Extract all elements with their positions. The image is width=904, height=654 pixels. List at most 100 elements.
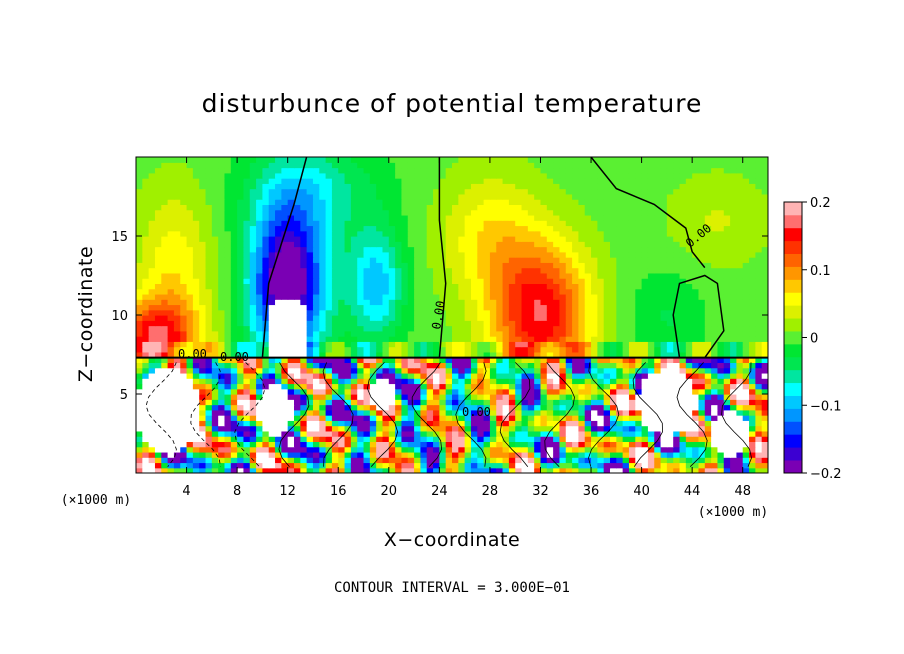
field-cell bbox=[306, 315, 314, 321]
field-cell bbox=[161, 425, 169, 432]
field-cell bbox=[161, 404, 169, 411]
field-cell bbox=[540, 220, 548, 227]
field-cell bbox=[565, 325, 573, 332]
field-cell bbox=[357, 325, 365, 332]
field-cell bbox=[616, 225, 624, 232]
field-cell bbox=[256, 230, 263, 237]
field-cell bbox=[319, 304, 327, 311]
field-cell bbox=[294, 325, 301, 332]
field-cell bbox=[167, 462, 175, 469]
field-cell bbox=[249, 283, 257, 290]
field-cell bbox=[154, 304, 162, 311]
field-cell bbox=[344, 436, 352, 442]
field-cell bbox=[736, 246, 744, 253]
field-cell bbox=[256, 367, 263, 374]
field-cell bbox=[673, 214, 681, 221]
field-cell bbox=[654, 267, 662, 274]
field-cell bbox=[458, 267, 466, 274]
field-cell bbox=[635, 341, 643, 348]
field-cell bbox=[597, 362, 605, 369]
field-cell bbox=[445, 441, 453, 448]
field-cell bbox=[192, 251, 200, 258]
field-cell bbox=[704, 341, 712, 348]
field-cell bbox=[306, 451, 314, 458]
field-cell bbox=[433, 236, 440, 242]
field-cell bbox=[679, 225, 687, 232]
field-cell bbox=[268, 372, 276, 379]
field-cell bbox=[591, 388, 598, 395]
field-cell bbox=[350, 362, 358, 369]
field-cell bbox=[148, 362, 156, 369]
field-cell bbox=[199, 394, 207, 400]
field-cell bbox=[546, 214, 554, 221]
field-cell bbox=[281, 388, 289, 395]
field-cell bbox=[692, 346, 700, 353]
field-cell bbox=[388, 430, 396, 437]
field-cell bbox=[616, 330, 624, 337]
field-cell bbox=[388, 362, 396, 369]
field-cell bbox=[300, 272, 308, 279]
field-cell bbox=[635, 362, 643, 369]
field-cell bbox=[730, 357, 737, 363]
field-cell bbox=[603, 214, 611, 221]
field-cell bbox=[452, 299, 459, 306]
field-cell bbox=[445, 325, 453, 332]
field-cell bbox=[199, 425, 207, 432]
field-cell bbox=[464, 220, 472, 227]
field-cell bbox=[180, 436, 188, 442]
field-cell bbox=[357, 267, 365, 274]
field-cell bbox=[660, 272, 668, 279]
field-cell bbox=[628, 315, 636, 321]
field-cell bbox=[685, 293, 693, 300]
field-cell bbox=[755, 257, 763, 263]
field-cell bbox=[224, 267, 232, 274]
field-cell bbox=[692, 341, 700, 348]
field-cell bbox=[414, 241, 421, 248]
field-cell bbox=[452, 399, 459, 406]
field-cell bbox=[597, 425, 605, 432]
field-cell bbox=[426, 225, 434, 232]
field-cell bbox=[167, 299, 175, 306]
field-cell bbox=[515, 225, 523, 232]
field-cell bbox=[433, 272, 440, 279]
field-cell bbox=[717, 283, 725, 290]
field-cell bbox=[477, 341, 485, 348]
field-cell bbox=[338, 341, 346, 348]
field-cell bbox=[376, 351, 384, 358]
field-cell bbox=[445, 436, 453, 442]
field-cell bbox=[666, 457, 674, 464]
field-cell bbox=[136, 330, 143, 337]
field-cell bbox=[199, 457, 207, 464]
field-cell bbox=[616, 457, 624, 464]
field-cell bbox=[369, 288, 377, 295]
field-cell bbox=[331, 315, 339, 321]
field-cell bbox=[294, 278, 301, 284]
field-cell bbox=[553, 288, 561, 295]
field-cell bbox=[622, 315, 630, 321]
field-cell bbox=[527, 325, 535, 332]
field-cell bbox=[445, 272, 453, 279]
field-cell bbox=[433, 246, 440, 253]
field-cell bbox=[749, 357, 756, 363]
field-cell bbox=[616, 351, 624, 358]
field-cell bbox=[717, 288, 725, 295]
field-cell bbox=[749, 272, 756, 279]
field-cell bbox=[281, 246, 289, 253]
field-cell bbox=[572, 262, 579, 269]
field-cell bbox=[660, 357, 668, 363]
field-cell bbox=[154, 394, 162, 400]
field-cell bbox=[704, 420, 712, 427]
field-cell bbox=[572, 357, 579, 363]
field-cell bbox=[249, 272, 257, 279]
field-cell bbox=[553, 241, 561, 248]
field-cell bbox=[572, 467, 579, 473]
field-cell bbox=[142, 441, 150, 448]
field-cell bbox=[312, 241, 320, 248]
field-cell bbox=[180, 462, 188, 469]
field-cell bbox=[388, 315, 396, 321]
field-cell bbox=[470, 336, 478, 342]
field-cell bbox=[173, 341, 181, 348]
field-cell bbox=[407, 320, 415, 327]
field-cell bbox=[654, 430, 662, 437]
field-cell bbox=[186, 278, 194, 284]
